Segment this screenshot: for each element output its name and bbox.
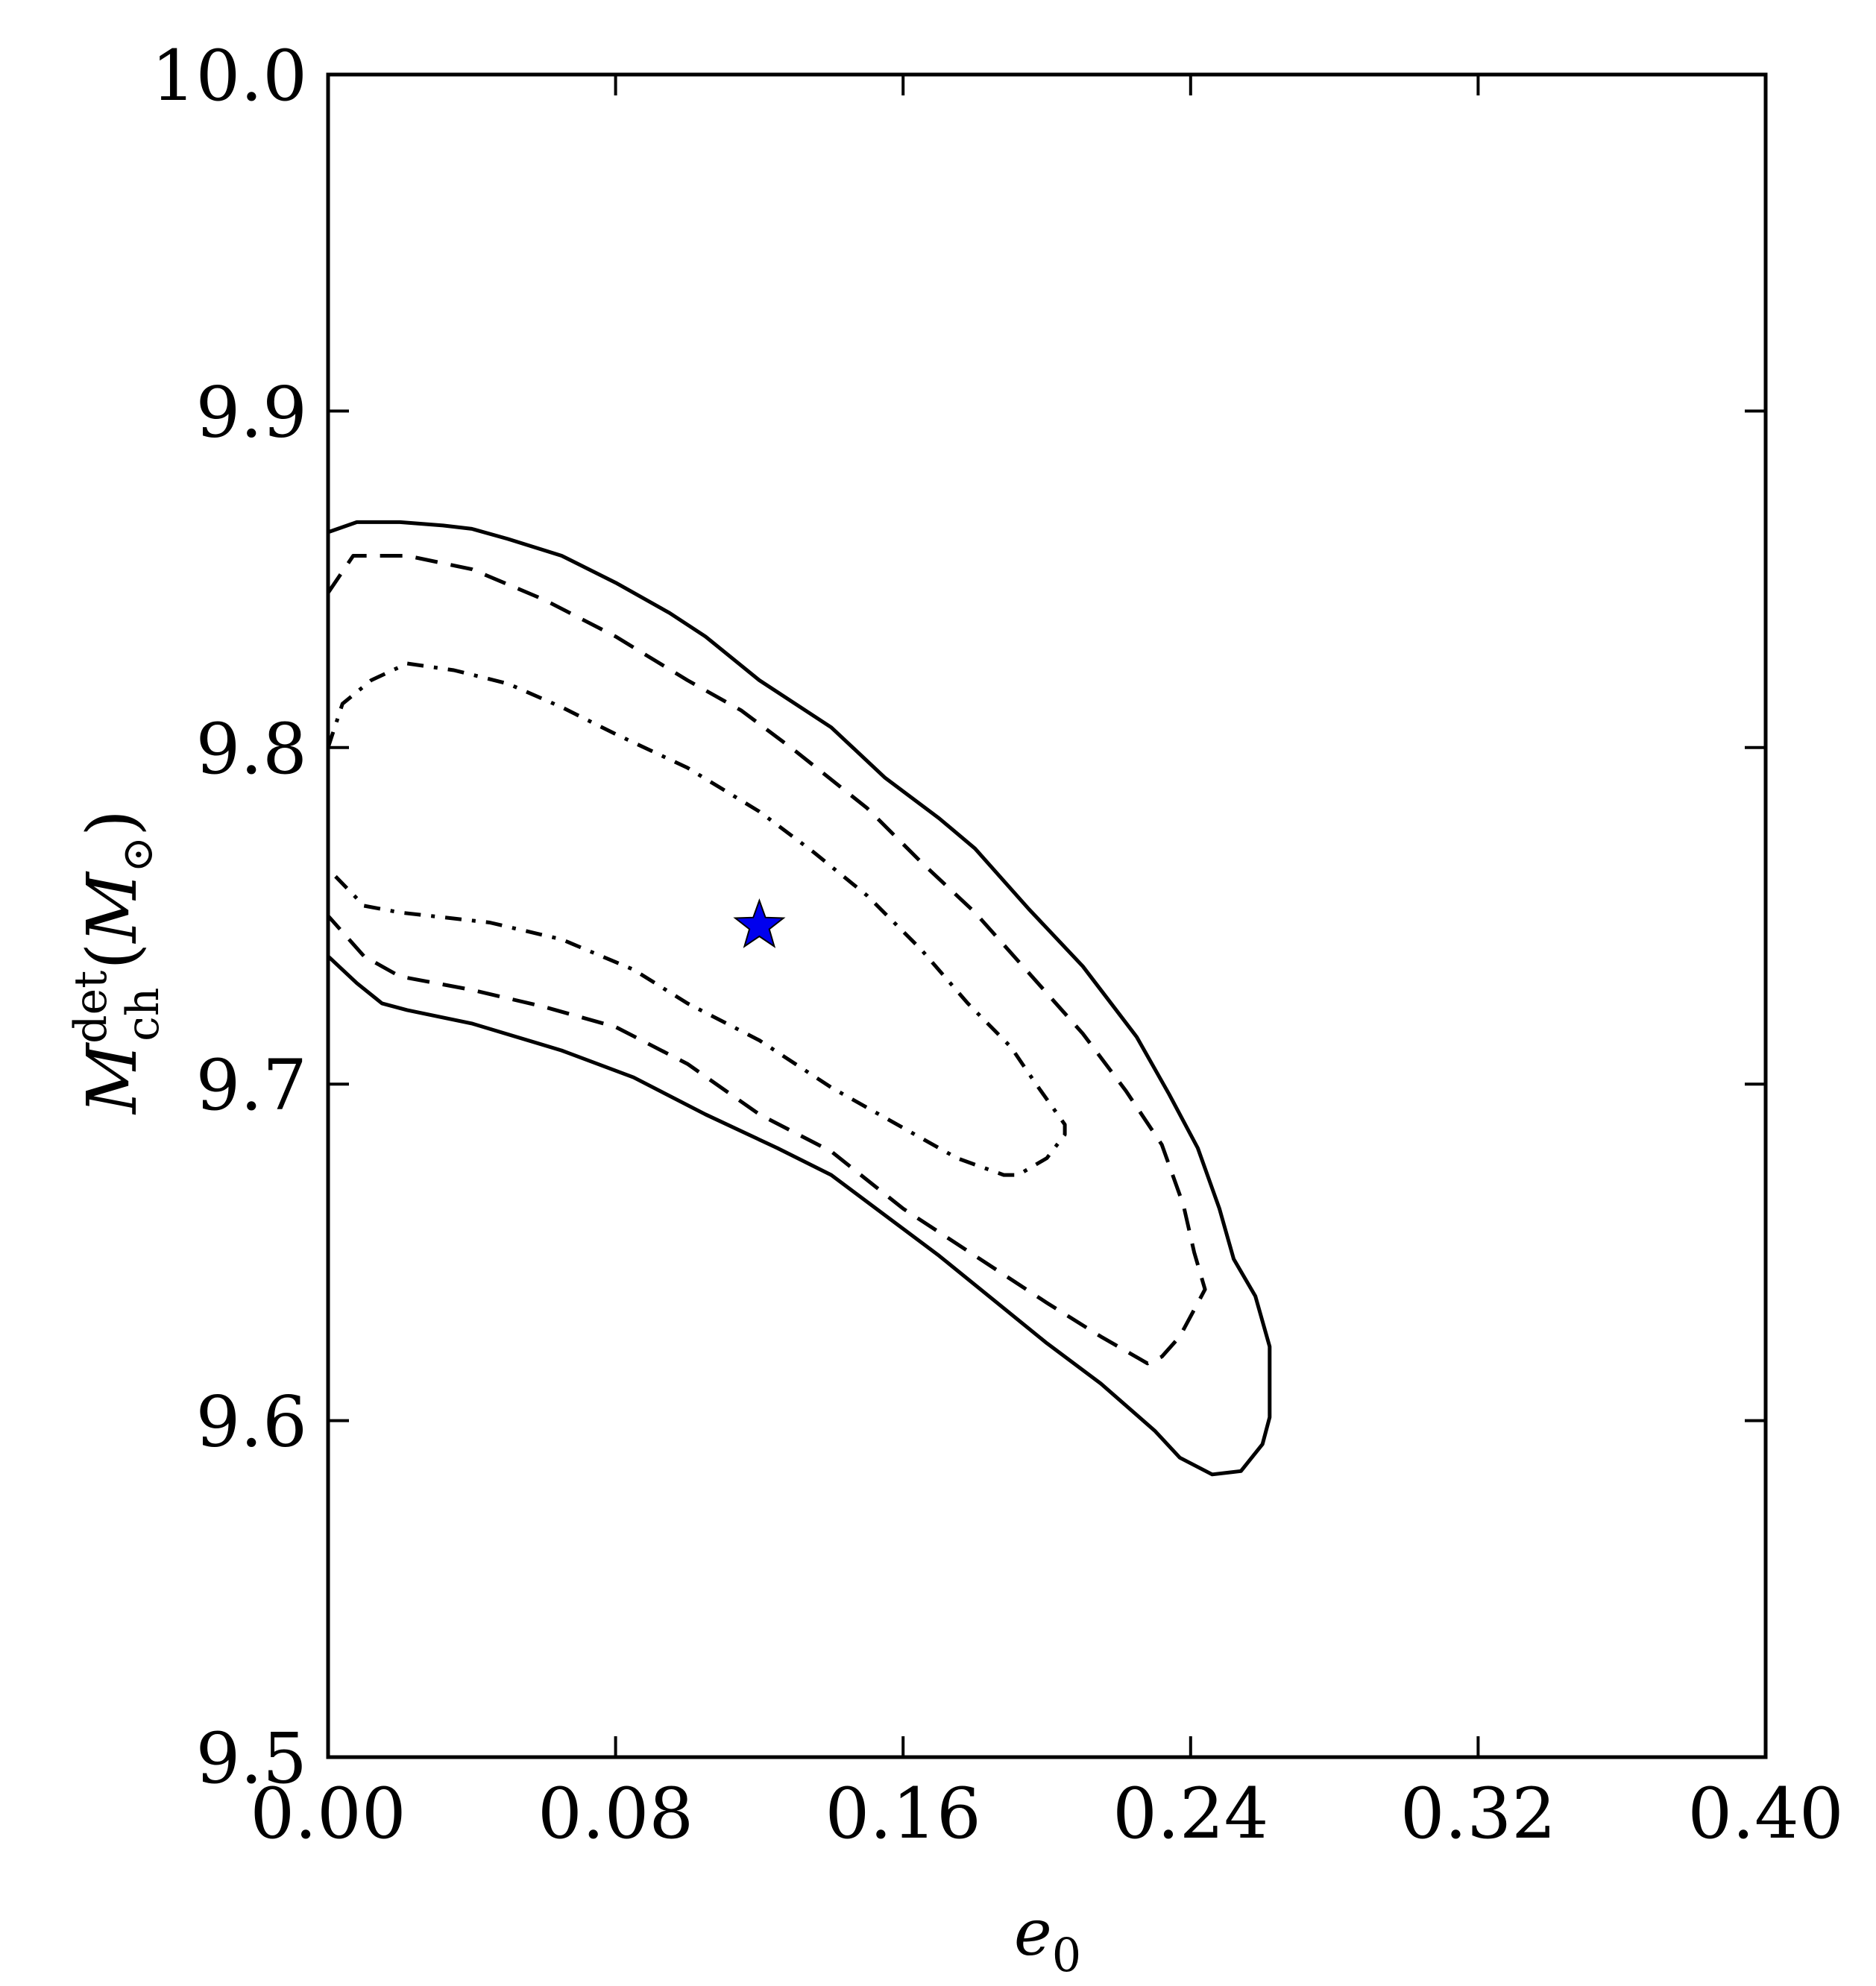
contour-dashdot (326, 661, 1067, 1177)
x-tick-label: 0.32 (1400, 1774, 1556, 1855)
y-axis-label-unit: M (72, 871, 152, 945)
contour-solid (327, 520, 1272, 1477)
y-tick-label: 10.0 (151, 36, 307, 117)
y-axis-label-sub: ch (117, 988, 169, 1041)
y-tick-label: 9.8 (196, 709, 308, 790)
plot-frame (326, 72, 1768, 1759)
x-tick-label: 0.16 (825, 1774, 981, 1855)
x-tick-label: 0.00 (250, 1774, 406, 1855)
tick-labels: 0.00 0.08 0.16 0.24 0.32 0.40 9.5 9.6 9.7 9.8 9.9 1… (151, 36, 1844, 1855)
y-tick-label: 9.9 (196, 372, 308, 453)
y-axis-label: Mdetch(M⊙) (65, 810, 169, 1115)
y-axis-label-close: ) (72, 810, 152, 836)
x-axis-label: e0 (1014, 1896, 1081, 1982)
axis-ticks (327, 73, 1767, 1759)
marker-layer (733, 898, 786, 948)
contour-dashed (326, 554, 1207, 1366)
x-tick-label: 0.08 (538, 1774, 693, 1855)
y-axis-label-open: ( (72, 943, 152, 970)
y-tick-label: 9.6 (196, 1382, 308, 1463)
y-tick-label: 9.5 (196, 1718, 308, 1800)
y-axis-label-main: M (72, 1041, 152, 1115)
x-tick-label: 0.40 (1687, 1774, 1843, 1855)
x-tick-label: 0.24 (1112, 1774, 1268, 1855)
y-axis-label-unit-sub: ⊙ (112, 836, 163, 873)
y-tick-label: 9.7 (196, 1045, 308, 1126)
contour-lines (326, 520, 1272, 1477)
x-axis-label-main: e (1014, 1896, 1052, 1970)
y-axis-label-sup: det (65, 971, 117, 1044)
x-axis-label-sub: 0 (1052, 1928, 1081, 1982)
star-marker (733, 898, 786, 948)
